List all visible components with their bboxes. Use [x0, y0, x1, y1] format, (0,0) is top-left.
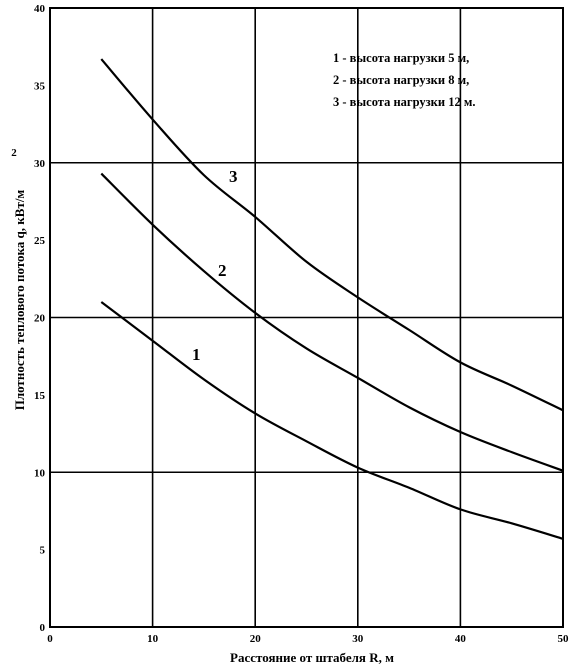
series-line-3 — [100, 58, 564, 412]
x-tick-label: 20 — [250, 633, 262, 645]
chart-grid — [49, 7, 564, 628]
y-axis-unit-superscript: 2 — [11, 147, 17, 159]
y-tick-label: 20 — [34, 313, 46, 325]
y-tick-label: 5 — [40, 545, 46, 557]
y-tick-label: 25 — [34, 235, 46, 247]
curve-label-2: 2 — [218, 261, 227, 280]
y-tick-label: 10 — [34, 467, 46, 479]
chart-ticks: 0 10 20 30 40 50 0 5 10 15 20 25 30 35 40 — [34, 3, 569, 645]
x-tick-label: 40 — [455, 633, 467, 645]
x-tick-label: 0 — [47, 633, 53, 645]
x-axis-label: Расстояние от штабеля R, м — [230, 650, 394, 665]
y-tick-label: 35 — [34, 80, 46, 92]
x-tick-label: 30 — [352, 633, 364, 645]
curve-label-3: 3 — [229, 167, 238, 186]
y-axis-label: Плотность теплового потока q, кВт/м — [12, 190, 27, 411]
x-tick-label: 50 — [558, 633, 570, 645]
legend-item-3: 3 - высота нагрузки 12 м. — [333, 95, 475, 109]
y-tick-label: 40 — [34, 3, 46, 15]
curve-label-1: 1 — [192, 345, 201, 364]
legend: 1 - высота нагрузки 5 м, 2 - высота нагр… — [333, 51, 475, 109]
series-line-1 — [100, 301, 564, 540]
legend-item-2: 2 - высота нагрузки 8 м, — [333, 73, 469, 87]
series-line-2 — [100, 172, 564, 472]
legend-item-1: 1 - высота нагрузки 5 м, — [333, 51, 469, 65]
y-tick-label: 30 — [34, 158, 46, 170]
chart-series — [100, 58, 564, 540]
y-tick-label: 15 — [34, 390, 46, 402]
x-tick-label: 10 — [147, 633, 159, 645]
y-tick-label: 0 — [40, 622, 46, 634]
